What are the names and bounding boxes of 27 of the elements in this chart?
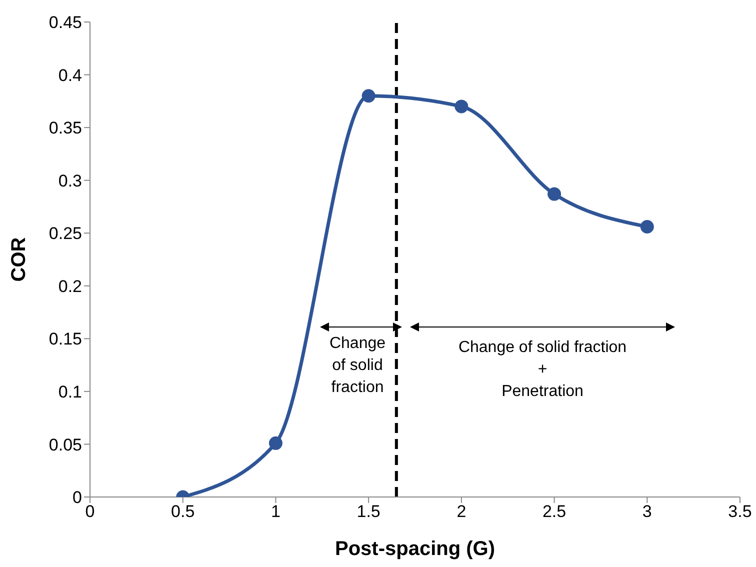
y-tick-label: 0.25 bbox=[48, 224, 82, 244]
y-tick-label: 0.35 bbox=[48, 118, 82, 138]
y-tick-label: 0.15 bbox=[48, 330, 82, 349]
annotation: Change of solid fraction + Penetration bbox=[457, 338, 628, 402]
annotation: Change of solid fraction bbox=[328, 334, 387, 398]
y-tick-label: 0.4 bbox=[58, 66, 82, 85]
y-tick-label: 0.1 bbox=[58, 382, 82, 402]
y-tick-label: 0 bbox=[72, 488, 82, 508]
x-tick-label: 0 bbox=[85, 502, 95, 522]
point bbox=[268, 436, 282, 450]
point bbox=[640, 220, 654, 234]
x-tick-label: 1.5 bbox=[356, 502, 380, 522]
x-tick-label: 1 bbox=[270, 502, 280, 522]
y-tick-label: 0.45 bbox=[48, 13, 82, 32]
y-tick-label: 0.05 bbox=[48, 435, 82, 454]
point bbox=[454, 100, 468, 114]
point bbox=[362, 89, 376, 103]
x-tick-label: 3 bbox=[642, 502, 652, 522]
x-axis-title: Post-spacing (G) bbox=[334, 538, 496, 560]
x-tick-label: 0.5 bbox=[171, 502, 195, 522]
x-tick-label: 3.5 bbox=[728, 502, 752, 522]
y-axis-title: COR bbox=[8, 236, 30, 282]
y-tick-label: 0.2 bbox=[58, 276, 82, 296]
y-tick-label: 0.3 bbox=[58, 171, 82, 190]
point bbox=[548, 187, 562, 201]
x-tick-label: 2 bbox=[456, 502, 466, 522]
x-tick-label: 2.5 bbox=[542, 502, 566, 522]
